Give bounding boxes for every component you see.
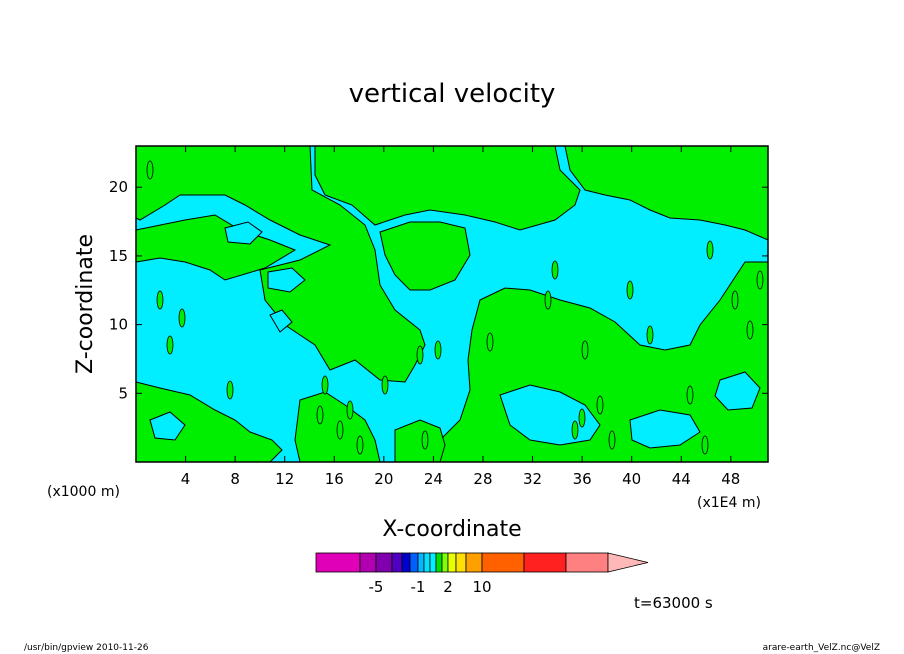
cell-contour [346, 400, 354, 420]
x-tick-label: 20 [374, 470, 393, 488]
cyan-hole-5 [629, 409, 701, 449]
cell-contour [486, 332, 494, 352]
cell-contour [421, 430, 429, 450]
y-tick-label: 20 [109, 178, 128, 196]
cell-contour [686, 385, 694, 405]
small-convective-cells [146, 160, 764, 455]
cell-contour [544, 290, 552, 310]
green-region-top-middle [314, 145, 581, 231]
cell-contour [756, 270, 764, 290]
plot-frame [135, 145, 769, 463]
colorbar-swatch [375, 552, 393, 573]
cyan-hole-6 [714, 371, 761, 411]
x-tick-label: 44 [672, 470, 691, 488]
colorbar-labels: -5 -1 2 10 [369, 578, 492, 596]
x-tick-label: 36 [573, 470, 592, 488]
cell-contour [746, 320, 754, 340]
time-annotation: t=63000 s [634, 594, 713, 612]
x-tick-label: 8 [230, 470, 240, 488]
cell-contour [706, 240, 714, 260]
cell-contour [226, 380, 234, 400]
footer-right: arare-earth_VelZ.nc@VelZ [763, 643, 880, 653]
x-axis: 4 8 12 16 20 24 28 32 36 40 44 48 [181, 146, 740, 488]
x-unit-left: (x1000 m) [47, 484, 120, 500]
cell-contour [551, 260, 559, 280]
cell-contour [146, 160, 154, 180]
cell-contour [578, 408, 586, 428]
cell-contour [321, 375, 329, 395]
x-tick-label: 40 [622, 470, 641, 488]
colorbar-swatch [409, 552, 419, 573]
cell-contour [571, 420, 579, 440]
cyan-hole-7 [149, 411, 186, 441]
cell-contour [434, 340, 442, 360]
y-axis: 5 10 15 20 [109, 178, 768, 402]
colorbar-swatch [481, 552, 525, 573]
colorbar-swatch [391, 552, 403, 573]
colorbar-swatch [359, 552, 377, 573]
colorbar-swatch [565, 552, 609, 573]
colorbar-arrow [607, 552, 649, 573]
colorbar-label: 10 [472, 578, 491, 596]
colorbar-swatch [455, 552, 467, 573]
cyan-hole-2 [267, 267, 306, 293]
y-tick-label: 15 [109, 247, 128, 265]
colorbar-swatch [435, 552, 443, 573]
colorbar [315, 552, 649, 573]
cell-contour [581, 340, 589, 360]
cell-contour [731, 290, 739, 310]
chart-title: vertical velocity [349, 79, 556, 109]
cell-contour [156, 290, 164, 310]
colorbar-swatch [401, 552, 411, 573]
cell-contour [336, 420, 344, 440]
x-tick-label: 12 [275, 470, 294, 488]
colorbar-swatch [465, 552, 483, 573]
colorbar-swatch [429, 552, 437, 573]
cyan-hole-3 [269, 309, 293, 333]
green-region-band-left [135, 214, 297, 281]
y-tick-label: 10 [109, 316, 128, 334]
plot-area [135, 145, 769, 463]
x-tick-label: 4 [181, 470, 191, 488]
cell-contour [416, 345, 424, 365]
cell-contour [626, 280, 634, 300]
colorbar-label: 2 [443, 578, 453, 596]
x-tick-label: 28 [473, 470, 492, 488]
cell-contour [646, 325, 654, 345]
footer-left: /usr/bin/gpview 2010-11-26 [24, 643, 149, 653]
x-tick-label: 24 [424, 470, 443, 488]
y-tick-label: 5 [118, 384, 128, 402]
green-region-upper-left [135, 145, 426, 383]
cell-contour [701, 435, 709, 455]
x-tick-label: 32 [523, 470, 542, 488]
colorbar-swatch [417, 552, 425, 573]
y-axis-label: Z-coordinate [73, 234, 98, 374]
colorbar-swatch [441, 552, 449, 573]
colorbar-label: -1 [411, 578, 426, 596]
green-region-band-center [379, 221, 471, 291]
colorbar-swatch [447, 552, 457, 573]
x-tick-label: 16 [325, 470, 344, 488]
cyan-hole-1 [224, 221, 263, 245]
x-unit-right: (x1E4 m) [697, 495, 761, 511]
cell-contour [166, 335, 174, 355]
cell-contour [178, 308, 186, 328]
colorbar-swatch [523, 552, 567, 573]
x-axis-label: X-coordinate [382, 517, 521, 542]
colorbar-swatch [315, 552, 361, 573]
x-tick-label: 48 [721, 470, 740, 488]
cell-contour [381, 375, 389, 395]
colorbar-label: -5 [369, 578, 384, 596]
colorbar-swatch [423, 552, 431, 573]
cell-contour [608, 430, 616, 450]
cell-contour [596, 395, 604, 415]
cell-contour [316, 405, 324, 425]
cell-contour [356, 435, 364, 455]
